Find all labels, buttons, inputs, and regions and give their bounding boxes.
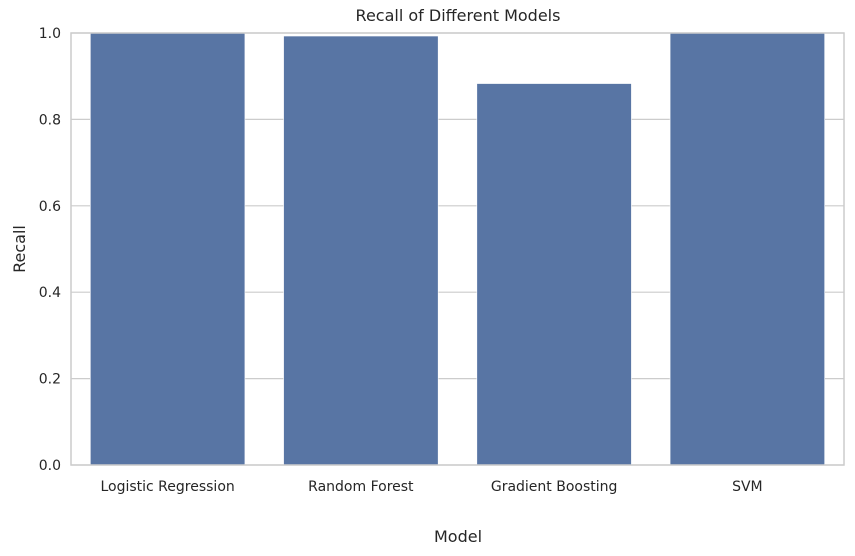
y-tick-labels: 0.0 0.2 0.4 0.6 0.8 1.0 (39, 26, 61, 474)
bar-gradient-boosting (476, 83, 632, 466)
bar-random-forest (283, 35, 439, 466)
y-tick-label: 0.8 (39, 112, 61, 128)
y-tick-label: 0.0 (39, 458, 61, 474)
x-tick-labels: Logistic Regression Random Forest Gradient… (100, 479, 762, 495)
bar-svm (669, 32, 825, 466)
y-tick-label: 1.0 (39, 26, 61, 42)
bar-logistic-regression (90, 32, 246, 466)
x-tick-label: Random Forest (308, 479, 414, 495)
y-axis-label: Recall (10, 225, 29, 273)
chart-title: Recall of Different Models (356, 6, 561, 25)
y-tick-label: 0.4 (39, 285, 61, 301)
bars (90, 32, 825, 466)
x-tick-label: Gradient Boosting (491, 479, 618, 495)
y-tick-label: 0.2 (39, 372, 61, 388)
y-tick-label: 0.6 (39, 199, 61, 215)
plot-border (70, 32, 845, 466)
x-axis-label: Model (434, 527, 482, 546)
plot-frame (70, 32, 845, 466)
x-tick-label: Logistic Regression (100, 479, 234, 495)
x-tick-label: SVM (732, 479, 763, 495)
